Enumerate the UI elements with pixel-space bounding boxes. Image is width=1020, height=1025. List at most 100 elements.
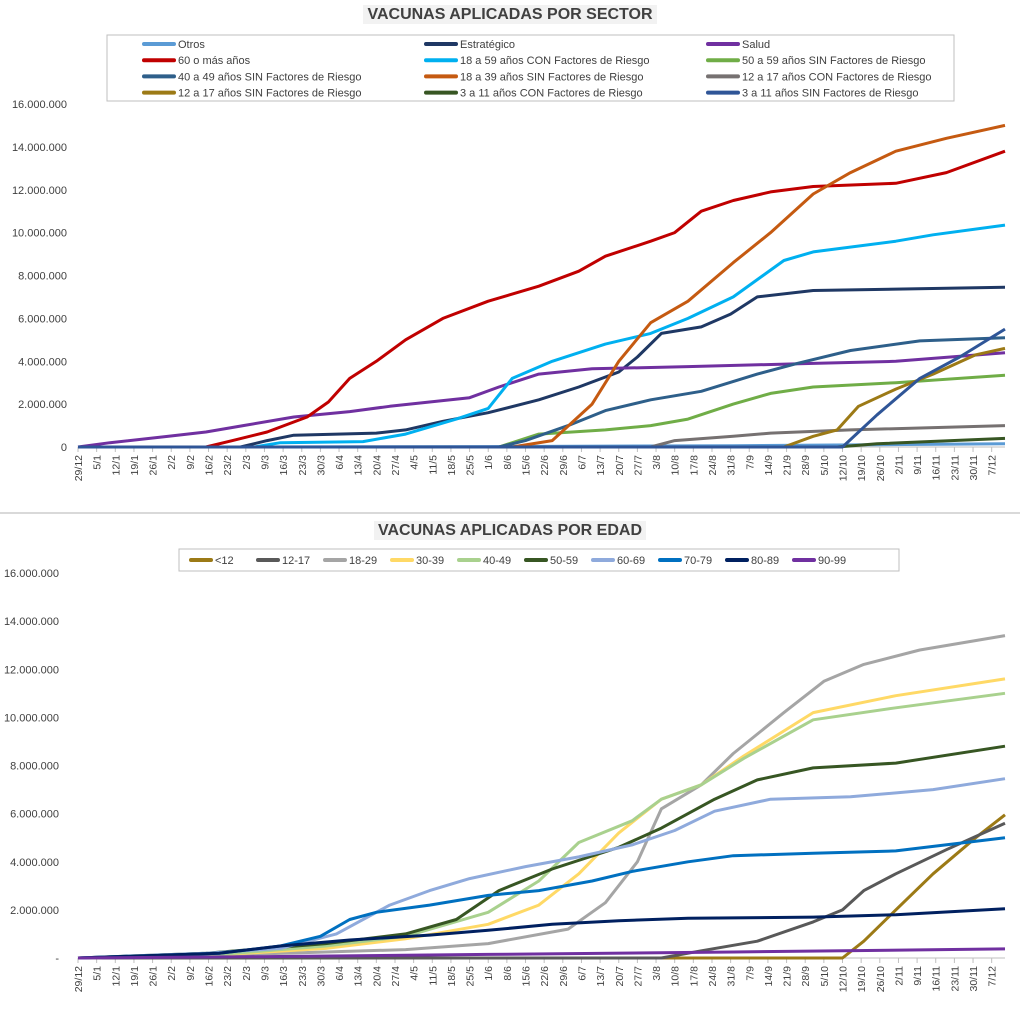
series-line [77,836,1006,960]
y-tick-label: 6.000.000 [10,809,59,821]
x-tick-label: 23/2 [222,455,234,476]
legend-label: 3 a 11 años SIN Factores de Riesgo [742,88,919,100]
x-tick-label: 9/11 [912,966,924,986]
x-tick-label: 28/9 [800,455,812,476]
x-tick-label: 4/5 [409,966,421,981]
x-tick-label: 13/4 [353,966,365,987]
x-tick-label: 11/5 [427,455,439,475]
y-tick-label: 2.000.000 [18,399,67,411]
x-tick-label: 29/6 [558,966,570,987]
y-tick-label: 8.000.000 [18,271,67,283]
x-tick-label: 15/6 [521,455,533,476]
age-chart-title: VACUNAS APLICADAS POR EDAD [0,521,1020,540]
x-tick-label: 23/11 [949,455,961,481]
x-tick-label: 23/3 [297,966,309,987]
x-tick-label: 16/3 [278,455,290,476]
x-tick-label: 9/2 [185,455,197,470]
x-tick-label: 21/9 [782,966,794,987]
sector-chart-panel: VACUNAS APLICADAS POR SECTOR Otros Estrat… [0,0,1020,512]
y-tick-label: 0 [61,442,67,454]
x-tick-label: 22/6 [539,455,551,476]
x-tick-label: 3/8 [651,455,663,470]
series-line [77,634,1006,960]
x-tick-label: 25/5 [465,966,477,987]
x-tick-label: 28/9 [800,966,812,987]
x-tick-label: 2/2 [166,455,178,470]
x-tick-label: 1/6 [483,455,495,470]
x-tick-label: 2/3 [241,966,253,981]
series-line [78,813,1006,960]
x-tick-label: 29/12 [73,455,85,481]
legend-label: 18-29 [349,555,377,567]
x-tick-label: 9/3 [259,455,271,470]
x-tick-label: 29/12 [73,966,85,992]
x-tick-label: 12/1 [110,455,122,476]
x-tick-label: 5/1 [92,966,104,981]
series-line [77,691,1006,960]
x-tick-label: 20/7 [614,455,626,476]
x-tick-label: 27/7 [632,966,644,987]
x-tick-label: 7/9 [744,966,756,981]
x-tick-label: 14/9 [763,455,775,476]
x-tick-label: 9/2 [185,966,197,981]
series-line [77,351,1006,449]
x-tick-label: 26/10 [875,455,887,481]
x-tick-label: 10/8 [670,455,682,476]
series-line [77,907,1006,960]
x-tick-label: 25/5 [465,455,477,476]
x-tick-label: 13/7 [595,455,607,476]
y-tick-label: 8.000.000 [10,761,59,773]
x-tick-label: 20/4 [371,966,383,987]
x-tick-label: 7/12 [987,966,999,987]
x-tick-label: 23/11 [949,966,961,992]
x-tick-label: 2/11 [893,455,905,475]
x-tick-label: 7/9 [744,455,756,470]
sector-chart-title: VACUNAS APLICADAS POR SECTOR [0,5,1020,24]
x-tick-label: 13/7 [595,966,607,987]
x-tick-label: 5/10 [819,966,831,987]
x-tick-label: 19/10 [856,455,868,481]
series-line [78,373,1006,449]
x-tick-label: 3/8 [651,966,663,981]
x-tick-label: 20/7 [614,966,626,987]
x-tick-label: 21/9 [782,455,794,476]
x-tick-label: 9/11 [912,455,924,475]
x-tick-label: 12/10 [838,455,850,481]
x-tick-label: 6/7 [576,966,588,981]
age-chart-panel: VACUNAS APLICADAS POR EDAD <12 12-17 18-29… [0,514,1020,1025]
legend-label: 70-79 [684,555,712,567]
x-tick-label: 23/3 [297,455,309,476]
y-tick-label: 12.000.000 [4,664,59,676]
x-tick-label: 12/1 [110,966,122,987]
legend-box [106,34,955,102]
legend-label: 60-69 [617,555,645,567]
x-tick-label: 1/6 [483,966,495,981]
legend-label: 50 a 59 años SIN Factores de Riesgo [742,55,925,67]
x-tick-label: 5/1 [92,455,104,470]
y-tick-label: 10.000.000 [12,228,67,240]
legend-label: 12-17 [282,555,310,567]
y-tick-label: 14.000.000 [12,142,67,154]
x-tick-label: 26/1 [148,455,160,476]
y-tick-label: - [55,953,59,965]
x-tick-label: 2/11 [893,966,905,986]
series-line [77,947,1006,960]
x-tick-label: 30/11 [968,966,980,992]
x-tick-label: 2/3 [241,455,253,470]
legend-label: Otros [178,39,205,51]
x-tick-label: 18/5 [446,966,458,987]
x-tick-label: 27/7 [632,455,644,476]
legend-label: 40 a 49 años SIN Factores de Riesgo [178,71,361,83]
y-tick-label: 2.000.000 [10,905,59,917]
x-tick-label: 27/4 [390,455,402,476]
series-line [78,336,1006,449]
x-tick-label: 8/6 [502,966,514,981]
legend-label: Estratégico [460,39,515,51]
x-tick-label: 20/4 [371,455,383,476]
x-tick-label: 6/4 [334,455,346,470]
legend-label: 3 a 11 años CON Factores de Riesgo [460,88,643,100]
x-tick-label: 31/8 [726,966,738,987]
x-tick-label: 16/3 [278,966,290,987]
series-line [78,327,1006,449]
x-tick-label: 5/10 [819,455,831,476]
